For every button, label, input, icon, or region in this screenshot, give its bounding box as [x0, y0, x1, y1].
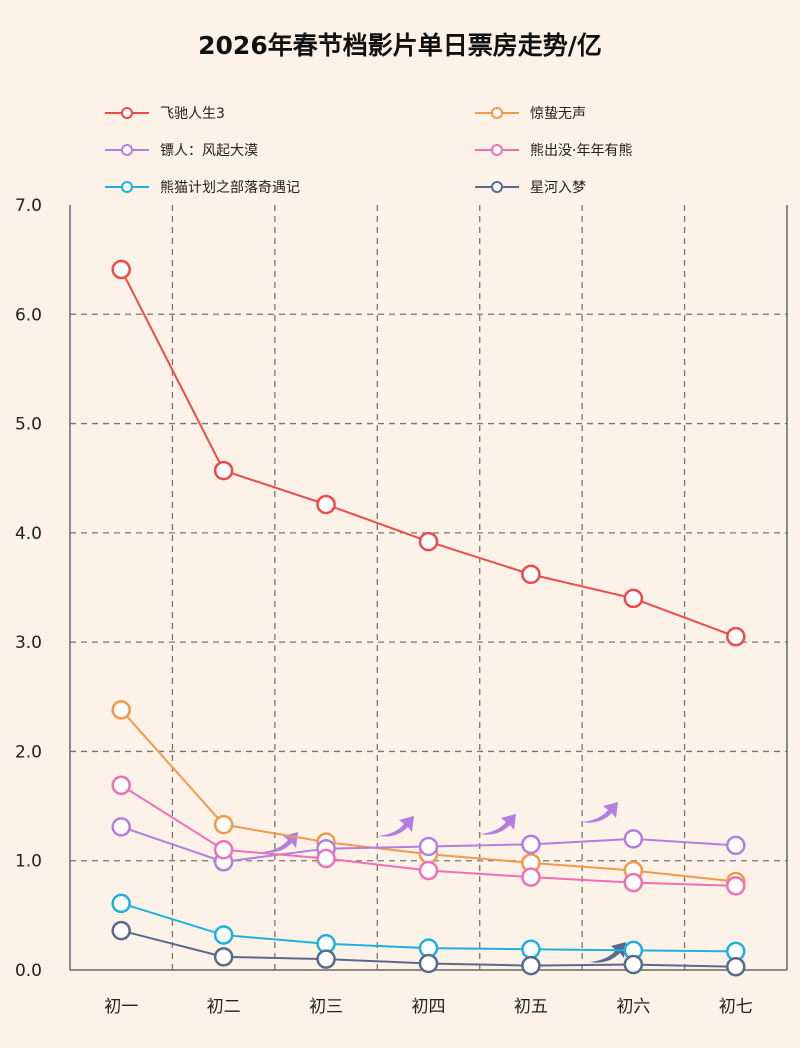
data-point — [418, 531, 439, 552]
y-tick-label: 2.0 — [15, 742, 42, 762]
data-point — [521, 955, 541, 976]
y-tick-label: 5.0 — [15, 415, 42, 435]
series-line — [120, 269, 737, 638]
data-point — [623, 829, 644, 849]
data-point — [213, 947, 234, 967]
y-tick-label: 7.0 — [15, 196, 42, 216]
y-tick-label: 1.0 — [15, 852, 42, 872]
legend-label: 惊蛰无声 — [530, 106, 586, 122]
data-point — [316, 949, 336, 969]
legend-label: 熊猫计划之部落奇遇记 — [160, 179, 300, 196]
chart-title: 2026年春节档影片单日票房走势/亿 — [198, 31, 602, 60]
y-tick-label: 3.0 — [15, 633, 42, 653]
trend-arrow-icon — [262, 832, 298, 853]
data-point — [623, 588, 644, 609]
data-point — [111, 893, 131, 914]
legend-marker — [121, 107, 133, 119]
x-tick-label: 初四 — [412, 997, 446, 1017]
data-point — [521, 834, 541, 855]
y-tick-label: 4.0 — [15, 524, 42, 544]
legend-marker — [491, 144, 503, 156]
data-point — [726, 835, 746, 856]
data-point — [111, 700, 131, 720]
legend-label: 熊出没·年年有熊 — [530, 143, 632, 159]
data-point — [111, 817, 131, 837]
data-point — [316, 848, 336, 869]
data-point — [316, 494, 336, 515]
legend-label: 镖人：风起大漠 — [160, 143, 258, 159]
data-point — [213, 925, 234, 945]
data-point — [726, 956, 746, 977]
data-point — [111, 259, 131, 280]
legend-marker — [121, 144, 133, 156]
x-tick-label: 初六 — [616, 997, 650, 1017]
legend-marker — [491, 107, 503, 119]
data-point — [418, 953, 439, 974]
data-point — [111, 775, 131, 796]
trend-arrow-icon — [590, 942, 626, 963]
data-point — [623, 954, 644, 975]
data-point — [521, 867, 541, 887]
trend-arrow-icon — [378, 816, 414, 837]
data-point — [623, 872, 644, 893]
trend-arrow-icon — [480, 814, 516, 835]
legend-marker — [121, 181, 133, 193]
data-point — [213, 840, 234, 860]
x-tick-label: 初五 — [514, 997, 548, 1017]
y-tick-label: 0.0 — [15, 961, 42, 981]
data-point — [213, 814, 234, 835]
legend-marker — [491, 181, 503, 193]
data-point — [726, 876, 746, 896]
data-point — [726, 626, 746, 647]
x-tick-label: 初七 — [719, 997, 753, 1017]
y-tick-label: 6.0 — [15, 305, 42, 325]
x-tick-label: 初二 — [207, 997, 241, 1017]
data-point — [418, 860, 439, 881]
trend-arrow-icon — [582, 802, 618, 823]
x-tick-label: 初三 — [309, 997, 343, 1017]
legend-label: 星河入梦 — [530, 180, 586, 196]
data-point — [521, 939, 541, 959]
legend-label: 飞驰人生3 — [160, 106, 225, 122]
data-point — [111, 920, 131, 941]
data-point — [213, 460, 234, 481]
data-point — [418, 836, 439, 857]
x-tick-label: 初一 — [104, 997, 138, 1017]
data-point — [521, 564, 541, 585]
